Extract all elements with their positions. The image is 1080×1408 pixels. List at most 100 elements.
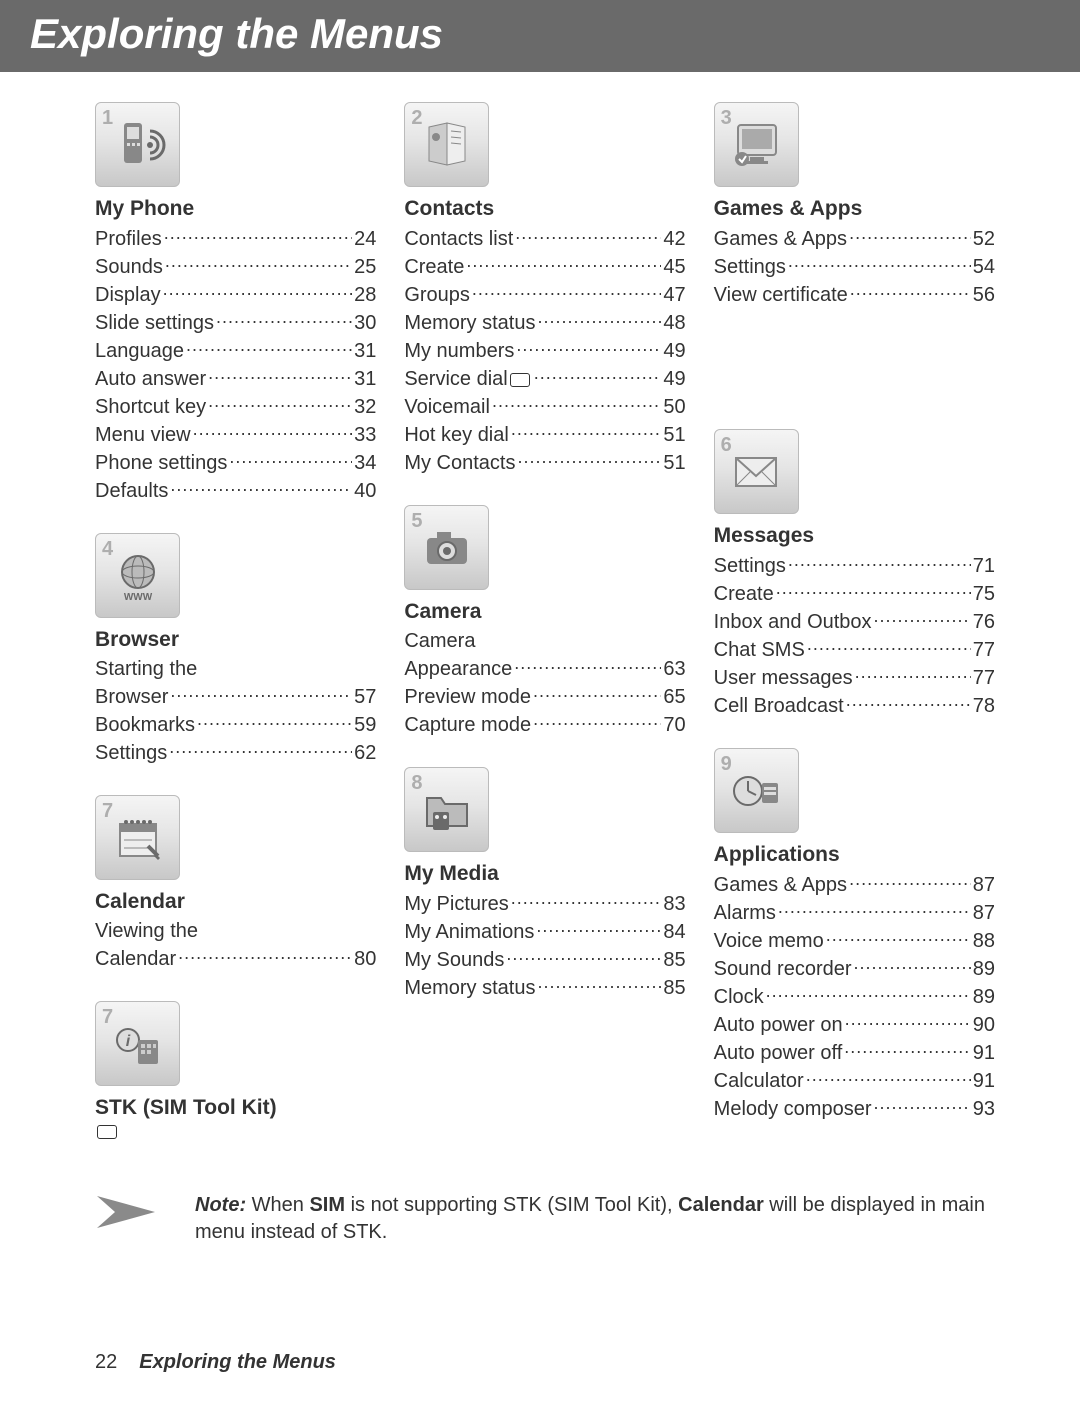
toc-entry: Slide settings30 — [95, 309, 376, 337]
folder-icon: 8 — [404, 767, 489, 852]
entry-page: 30 — [354, 310, 376, 337]
entry-label: Bookmarks — [95, 712, 195, 739]
menu-section: 8 My Media My Pictures83My Animations84My … — [404, 767, 685, 1002]
entry-page: 48 — [663, 310, 685, 337]
entry-page: 32 — [354, 394, 376, 421]
entry-page: 93 — [973, 1096, 995, 1123]
entry-label: My numbers — [404, 338, 514, 365]
toc-entry: Sounds25 — [95, 253, 376, 281]
entry-page: 54 — [973, 254, 995, 281]
section-title: Applications — [714, 843, 995, 867]
entry-page: 49 — [663, 338, 685, 365]
menu-section: 7iSTK (SIM Tool Kit) — [95, 1001, 376, 1142]
entry-label: Contacts list — [404, 226, 513, 253]
envelope-icon: 6 — [714, 429, 799, 514]
toc-entry: Bookmarks59 — [95, 711, 376, 739]
toc-entry: Inbox and Outbox 76 — [714, 608, 995, 636]
entry-page: 75 — [973, 581, 995, 608]
toc-entry: My Animations84 — [404, 918, 685, 946]
entry-lead-line: Viewing the — [95, 918, 376, 945]
entry-page: 51 — [663, 422, 685, 449]
menu-section: 3Games & AppsGames & Apps52Settings54Vie… — [714, 102, 995, 309]
toc-entry: Auto power on 90 — [714, 1011, 995, 1039]
toc-entry: Melody composer93 — [714, 1095, 995, 1123]
entry-page: 51 — [663, 450, 685, 477]
toc-entry: Auto power off91 — [714, 1039, 995, 1067]
footer-title: Exploring the Menus — [139, 1351, 336, 1373]
menu-section: 4WWWBrowserStarting theBrowser57Bookmark… — [95, 533, 376, 767]
toc-entry: Appearance63 — [404, 655, 685, 683]
entry-label: Create — [404, 254, 464, 281]
entry-label: Auto power on — [714, 1012, 843, 1039]
entry-label: Profiles — [95, 226, 162, 253]
entry-page: 28 — [354, 282, 376, 309]
toc-entry: My Contacts 51 — [404, 449, 685, 477]
entry-page: 63 — [663, 656, 685, 683]
entry-page: 57 — [354, 684, 376, 711]
entry-label: Display — [95, 282, 161, 309]
entry-page: 85 — [663, 947, 685, 974]
entry-label: Create — [714, 581, 774, 608]
entry-page: 47 — [663, 282, 685, 309]
entry-label: My Sounds — [404, 947, 504, 974]
entry-page: 24 — [354, 226, 376, 253]
section-title: My Phone — [95, 197, 376, 221]
entry-label: Games & Apps — [714, 226, 847, 253]
toc-entry: Memory status85 — [404, 974, 685, 1002]
toc-entry: My Sounds 85 — [404, 946, 685, 974]
sim-icon: 7i — [95, 1001, 180, 1086]
entry-page: 88 — [973, 928, 995, 955]
entry-page: 84 — [663, 919, 685, 946]
entry-page: 91 — [973, 1040, 995, 1067]
section-title: Camera — [404, 600, 685, 624]
menu-columns: 1My PhoneProfiles24Sounds25Display28Slid… — [0, 102, 1080, 1170]
entry-page: 77 — [973, 637, 995, 664]
entry-label: Clock — [714, 984, 764, 1011]
section-title: My Media — [404, 862, 685, 886]
entry-page: 33 — [354, 422, 376, 449]
entry-label: Calendar — [95, 946, 176, 973]
note-arrow-icon — [95, 1192, 165, 1237]
entry-page: 90 — [973, 1012, 995, 1039]
entry-lead-line: Camera — [404, 628, 685, 655]
entry-label: Memory status — [404, 975, 535, 1002]
toc-entry: Create 75 — [714, 580, 995, 608]
entry-label: Menu view — [95, 422, 191, 449]
entry-label: Auto answer — [95, 366, 206, 393]
entry-label: Voice memo — [714, 928, 824, 955]
toc-entry: Calendar80 — [95, 945, 376, 973]
entry-page: 89 — [973, 984, 995, 1011]
clock-icon: 9 — [714, 748, 799, 833]
toc-entry: Contacts list42 — [404, 225, 685, 253]
toc-entry: Menu view 33 — [95, 421, 376, 449]
entry-page: 31 — [354, 338, 376, 365]
entry-page: 77 — [973, 665, 995, 692]
section-title: Browser — [95, 628, 376, 652]
toc-entry: Calculator91 — [714, 1067, 995, 1095]
section-title: Games & Apps — [714, 197, 995, 221]
entry-label: Chat SMS — [714, 637, 805, 664]
entry-label: Browser — [95, 684, 168, 711]
entry-label: User messages — [714, 665, 853, 692]
toc-entry: Voicemail50 — [404, 393, 685, 421]
entry-label: Memory status — [404, 310, 535, 337]
entry-label: Sound recorder — [714, 956, 852, 983]
menu-section: 5CameraCameraAppearance63Preview mode65C… — [404, 505, 685, 739]
toc-entry: Clock 89 — [714, 983, 995, 1011]
toc-entry: Language31 — [95, 337, 376, 365]
entry-page: 31 — [354, 366, 376, 393]
section-title: Calendar — [95, 890, 376, 914]
entry-label: My Contacts — [404, 450, 515, 477]
entry-label: Inbox and Outbox — [714, 609, 872, 636]
entry-label: Shortcut key — [95, 394, 206, 421]
toc-entry: Voice memo 88 — [714, 927, 995, 955]
entry-page: 71 — [973, 553, 995, 580]
toc-entry: Auto answer 31 — [95, 365, 376, 393]
toc-entry: My Pictures83 — [404, 890, 685, 918]
toc-entry: Browser 57 — [95, 683, 376, 711]
toc-entry: Groups47 — [404, 281, 685, 309]
entry-label: Games & Apps — [714, 872, 847, 899]
toc-entry: Preview mode65 — [404, 683, 685, 711]
entry-page: 76 — [973, 609, 995, 636]
entry-label: Phone settings — [95, 450, 227, 477]
